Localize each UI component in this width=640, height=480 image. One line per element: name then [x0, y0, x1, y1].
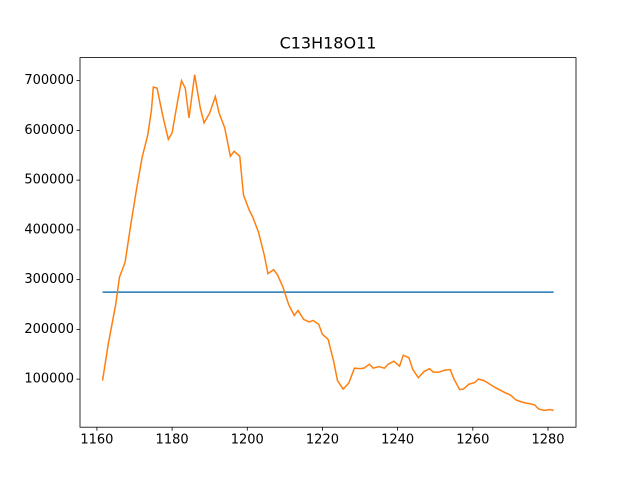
y-tick-label: 700000	[24, 73, 74, 88]
x-tick-label: 1260	[456, 433, 489, 448]
y-tick-label: 300000	[24, 272, 74, 287]
y-tick-label: 100000	[24, 372, 74, 387]
x-tick-label: 1160	[80, 433, 113, 448]
x-tick-label: 1240	[381, 433, 414, 448]
y-tick-label: 600000	[24, 123, 74, 138]
x-tick-label: 1180	[156, 433, 189, 448]
series-line	[101, 74, 554, 412]
x-tick-label: 1280	[531, 433, 564, 448]
chart-title: C13H18O11	[280, 34, 377, 53]
x-tick-label: 1200	[231, 433, 264, 448]
y-tick-label: 400000	[24, 222, 74, 237]
y-tick-label: 500000	[24, 173, 74, 188]
plot-frame	[79, 57, 577, 428]
y-tick-label: 200000	[24, 322, 74, 337]
x-tick-label: 1220	[306, 433, 339, 448]
